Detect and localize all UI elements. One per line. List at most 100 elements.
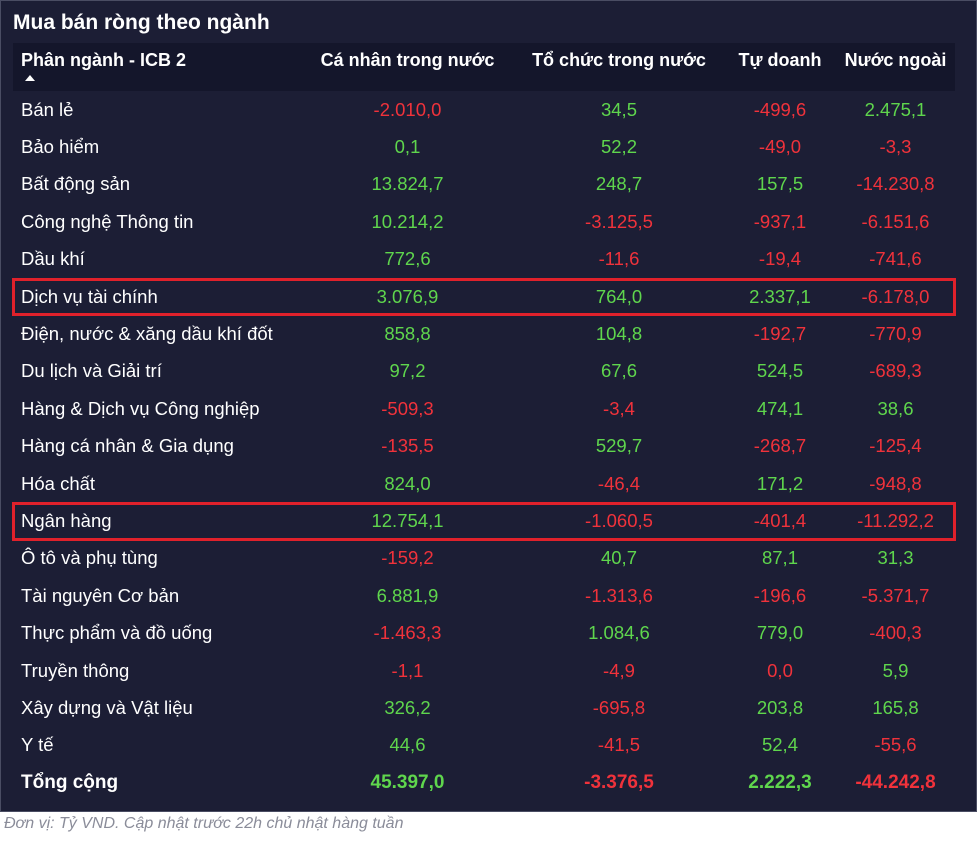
sector-name-cell: Tổng cộng [21,771,119,793]
value-cell: 858,8 [384,323,431,345]
table-row: Tài nguyên Cơ bản 6.881,9 -1.313,6 -196,6 -5… [13,577,955,614]
sector-name-cell: Thực phẩm và đồ uống [21,622,213,644]
value-cell: -3.125,5 [585,210,653,232]
value-cell: -55,6 [874,734,917,756]
value-cell: 779,0 [756,622,804,644]
value-cell: -401,4 [753,509,807,531]
value-cell: 52,4 [761,734,798,756]
table-row: Dịch vụ tài chính 3.076,9 764,0 2.337,1 -6.1… [13,278,955,315]
value-cell: 165,8 [872,696,919,718]
value-cell: -14.230,8 [856,173,935,195]
value-cell: 34,5 [600,98,637,120]
value-cell: 171,2 [756,472,804,494]
value-cell: -509,3 [381,397,434,419]
value-cell: -41,5 [597,734,641,756]
sector-name-cell: Hàng & Dịch vụ Công nghiệp [21,397,260,419]
sector-name-cell: Bảo hiểm [21,136,100,158]
net-trading-panel: Mua bán ròng theo ngành Phân ngành - ICB… [0,0,977,812]
value-cell: -46,4 [597,472,641,494]
value-cell: 1.084,6 [588,622,650,644]
col-header-proprietary[interactable]: Tự doanh [738,50,822,70]
value-cell: 45.397,0 [370,771,445,793]
value-cell: -125,4 [869,435,922,457]
table-row: Bất động sản 13.824,7 248,7 157,5 -14.230,8 [13,166,955,203]
col-header-domestic-institution[interactable]: Tổ chức trong nước [532,50,706,70]
value-cell: 6.881,9 [376,584,439,606]
total-row: Tổng cộng 45.397,0 -3.376,5 2.222,3 -44.242,… [13,764,955,801]
value-cell: 97,2 [389,360,426,382]
table-row: Công nghệ Thông tin 10.214,2 -3.125,5 -937,… [13,203,955,240]
sector-name-cell: Điện, nước & xăng dầu khí đốt [21,323,273,345]
table-row: Hàng & Dịch vụ Công nghiệp -509,3 -3,4 474,… [13,390,955,427]
sort-ascending-icon[interactable] [25,75,35,81]
sector-name-cell: Bán lẻ [21,98,74,120]
value-cell: 67,6 [600,360,637,382]
value-cell: 2.475,1 [864,98,927,120]
sector-name-cell: Y tế [21,734,54,756]
table-row: Du lịch và Giải trí 97,2 67,6 524,5 -689,3 [13,353,955,390]
value-cell: -192,7 [753,323,807,345]
value-cell: -937,1 [753,210,807,232]
value-cell: -6.151,6 [861,210,930,232]
sector-name-cell: Du lịch và Giải trí [21,360,162,382]
sector-name-cell: Bất động sản [21,173,131,195]
footnote: Đơn vị: Tỷ VND. Cập nhật trước 22h chủ n… [4,815,404,832]
value-cell: 248,7 [595,173,643,195]
value-cell: -196,6 [753,584,807,606]
value-cell: 2.337,1 [749,285,811,307]
table-row: Xây dựng và Vật liệu 326,2 -695,8 203,8 165,… [13,689,955,726]
value-cell: 157,5 [756,173,804,195]
sector-name-cell: Hóa chất [21,472,96,494]
value-cell: -695,8 [592,696,646,718]
value-cell: 2.222,3 [748,771,812,793]
col-header-sector[interactable]: Phân ngành - ICB 2 [13,43,301,91]
value-cell: 104,8 [595,323,643,345]
value-cell: 52,2 [600,136,637,158]
sector-name-cell: Dịch vụ tài chính [21,285,158,307]
value-cell: -49,0 [758,136,802,158]
value-cell: -689,3 [869,360,922,382]
value-cell: 13.824,7 [371,173,444,195]
value-cell: -159,2 [381,547,434,569]
table-header-row: Phân ngành - ICB 2 Cá nhân trong nước Tổ… [13,43,955,91]
sector-name-cell: Ngân hàng [21,509,112,531]
value-cell: -3.376,5 [584,771,654,793]
sector-name-cell: Hàng cá nhân & Gia dụng [21,435,234,457]
value-cell: 44,6 [389,734,426,756]
value-cell: 764,0 [595,285,643,307]
value-cell: -3,3 [879,136,912,158]
col-header-foreign[interactable]: Nước ngoài [844,50,947,70]
table-row: Bán lẻ -2.010,0 34,5 -499,6 2.475,1 [13,91,955,128]
value-cell: 0,1 [394,136,421,158]
sector-name-cell: Tài nguyên Cơ bản [21,584,180,606]
table-row: Ô tô và phụ tùng -159,2 40,7 87,1 31,3 [13,540,955,577]
value-cell: 474,1 [756,397,804,419]
sector-name-cell: Công nghệ Thông tin [21,210,194,232]
col-header-domestic-individual[interactable]: Cá nhân trong nước [320,50,495,70]
value-cell: 524,5 [756,360,804,382]
table-row: Ngân hàng 12.754,1 -1.060,5 -401,4 -11.292,2 [13,502,955,539]
value-cell: 87,1 [761,547,798,569]
panel-title: Mua bán ròng theo ngành [13,11,270,34]
value-cell: -1.313,6 [585,584,653,606]
value-cell: -4,9 [603,659,635,681]
sector-name-cell: Xây dựng và Vật liệu [21,696,193,718]
value-cell: 12.754,1 [371,509,444,531]
value-cell: -6.178,0 [861,285,930,307]
table-row: Điện, nước & xăng dầu khí đốt 858,8 104,8 -… [13,315,955,352]
value-cell: -11.292,2 [857,509,934,531]
value-cell: 40,7 [600,547,637,569]
value-cell: -19,4 [758,248,802,270]
value-cell: 38,6 [877,397,914,419]
value-cell: 31,3 [877,547,914,569]
table-row: Bảo hiểm 0,1 52,2 -49,0 -3,3 [13,128,955,165]
value-cell: -948,8 [869,472,922,494]
table-row: Thực phẩm và đồ uống -1.463,3 1.084,6 779,0… [13,614,955,651]
sector-table: Phân ngành - ICB 2 Cá nhân trong nước Tổ… [13,43,955,801]
table-row: Hóa chất 824,0 -46,4 171,2 -948,8 [13,465,955,502]
value-cell: -44.242,8 [855,771,936,793]
value-cell: -2.010,0 [373,98,442,120]
value-cell: 824,0 [384,472,431,494]
value-cell: 0,0 [767,659,793,681]
value-cell: -268,7 [753,435,807,457]
